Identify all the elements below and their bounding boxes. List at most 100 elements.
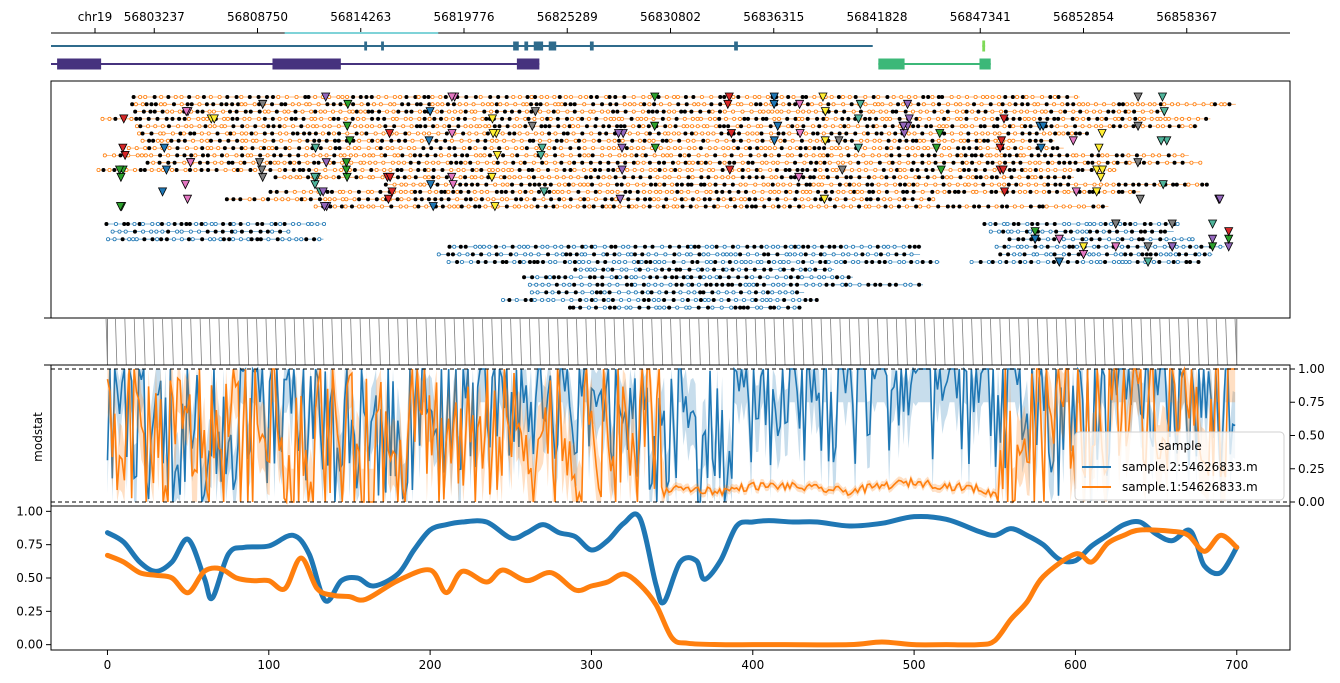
read-site-marker [607, 175, 612, 180]
read-site-marker [588, 160, 593, 165]
read-site-marker [1153, 244, 1158, 249]
coordinate-link [124, 317, 127, 366]
read-site-marker [982, 167, 987, 172]
read-site-marker [332, 138, 337, 143]
read-site-marker [1144, 182, 1149, 187]
read-site-marker [239, 131, 244, 136]
read-site-marker [309, 116, 314, 121]
read-site-marker [373, 160, 378, 165]
read-site-marker [500, 182, 505, 187]
read-site-marker [778, 267, 783, 272]
read-site-marker [345, 95, 350, 100]
variant-marker [492, 151, 503, 161]
read-site-marker [312, 138, 317, 143]
read-site-marker [830, 275, 835, 280]
read-site-marker [340, 197, 345, 202]
read-site-marker [792, 252, 797, 257]
read-site-marker [1062, 160, 1067, 165]
read-site-marker [523, 297, 528, 302]
read-site-marker [564, 138, 569, 143]
read-site-marker [1091, 252, 1096, 257]
read-site-marker [901, 244, 906, 249]
read-site-marker [487, 167, 492, 172]
read-site-marker [582, 146, 587, 151]
read-site-marker [313, 204, 318, 209]
read-site-marker [1081, 102, 1086, 107]
read-site-marker [949, 175, 954, 180]
read-site-marker [840, 252, 845, 257]
read-site-marker [787, 102, 792, 107]
variant-marker [769, 99, 779, 110]
read-site-marker [314, 167, 319, 172]
read-site-marker [932, 153, 937, 158]
read-site-marker [813, 167, 818, 172]
read-site-marker [1043, 153, 1048, 158]
read-site-marker [270, 229, 275, 234]
read-site-marker [189, 153, 194, 158]
read-site-marker [982, 221, 987, 226]
read-site-marker [369, 124, 374, 129]
read-site-marker [557, 95, 562, 100]
read-site-marker [1088, 229, 1093, 234]
read-site-marker [646, 267, 651, 272]
read-site-marker [612, 138, 617, 143]
read-site-marker [399, 182, 404, 187]
read-site-marker [344, 197, 349, 202]
read-site-marker [544, 153, 549, 158]
read-site-marker [739, 259, 744, 264]
read-site-marker [1219, 102, 1224, 107]
read-site-marker [318, 175, 323, 180]
read-site-marker [490, 138, 495, 143]
read-site-marker [787, 167, 792, 172]
modstat-smoothed-panel: 0.000.250.500.751.00 0 100 200 300 400 500 600… [16, 504, 1291, 672]
read-site-marker [514, 116, 519, 121]
read-site-marker [963, 153, 968, 158]
read-site-marker [451, 189, 456, 194]
read-site-marker [1055, 244, 1060, 249]
read-site-marker [249, 131, 254, 136]
read-site-marker [324, 138, 329, 143]
read-site-marker [239, 146, 244, 151]
read-site-marker [949, 131, 954, 136]
read-site-marker [744, 275, 749, 280]
read-site-marker [712, 116, 717, 121]
read-site-marker [170, 116, 175, 121]
read-site-marker [917, 116, 922, 121]
read-site-marker [1094, 259, 1099, 264]
read-site-marker [484, 160, 489, 165]
read-site-marker [479, 189, 484, 194]
read-site-marker [436, 252, 441, 257]
read-site-marker [735, 102, 740, 107]
read-site-marker [713, 153, 718, 158]
read-site-marker [524, 102, 529, 107]
read-site-marker [313, 109, 318, 114]
read-site-marker [662, 259, 667, 264]
read-site-marker [889, 146, 894, 151]
read-site-marker [1021, 237, 1026, 242]
read-site-marker [786, 305, 791, 310]
read-site-marker [332, 167, 337, 172]
read-site-marker [710, 305, 715, 310]
read-site-marker [582, 204, 587, 209]
variant-marker [425, 180, 436, 190]
read-site-marker [304, 102, 309, 107]
read-site-marker [113, 116, 118, 121]
read-site-marker [678, 267, 683, 272]
read-site-marker [788, 282, 793, 287]
variant-marker [341, 158, 352, 168]
read-site-marker [1142, 116, 1147, 121]
read-site-marker [715, 204, 720, 209]
coordinate-link [519, 317, 522, 366]
read-site-marker [564, 116, 569, 121]
read-site-marker [492, 259, 497, 264]
read-site-marker [497, 124, 502, 129]
read-site-marker [726, 282, 731, 287]
read-site-marker [983, 109, 988, 114]
read-site-marker [609, 275, 614, 280]
read-site-marker [1065, 102, 1070, 107]
read-site-marker [470, 167, 475, 172]
variant-marker [1224, 227, 1234, 237]
read-site-marker [1084, 221, 1089, 226]
read-site-marker [497, 146, 502, 151]
read-site-marker [701, 138, 706, 143]
